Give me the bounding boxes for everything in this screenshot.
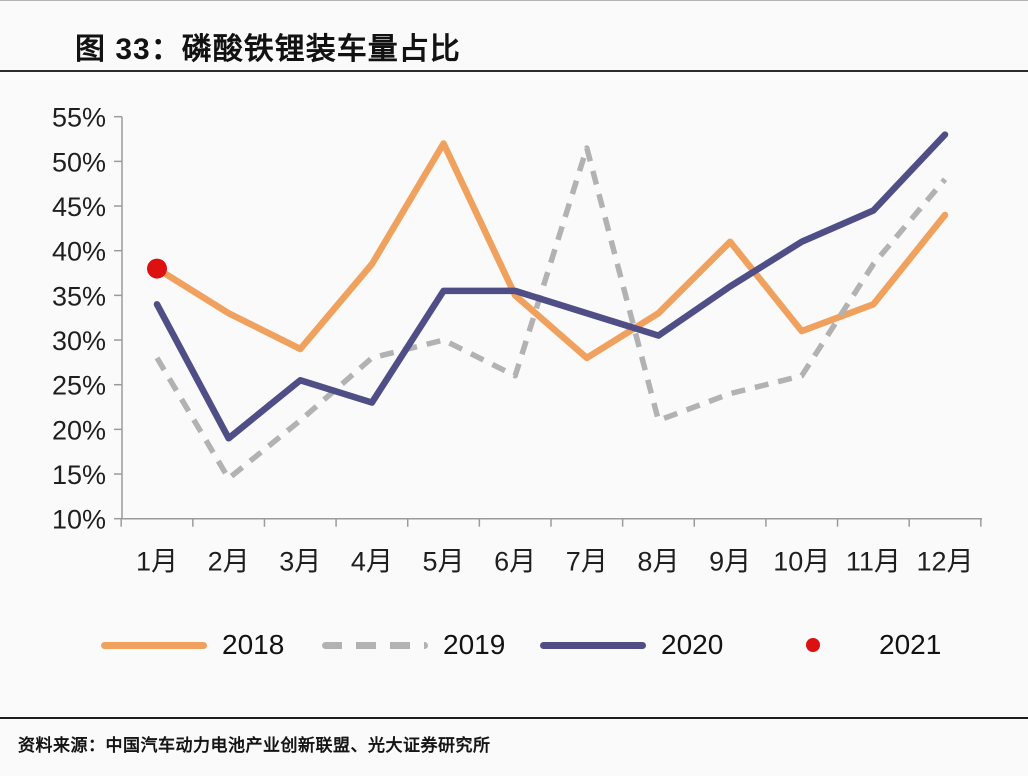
legend-label-2020: 2020 xyxy=(661,629,724,660)
legend-label-2018: 2018 xyxy=(222,629,285,660)
legend-label-2019: 2019 xyxy=(443,629,506,660)
x-axis-label: 2月 xyxy=(208,547,250,577)
bottom-rule xyxy=(0,717,1028,719)
y-axis-tick-label: 40% xyxy=(52,237,106,267)
chart-title: 图 33：磷酸铁锂装车量占比 xyxy=(75,33,461,66)
x-axis-label: 9月 xyxy=(709,547,751,577)
x-axis-label: 6月 xyxy=(494,547,536,577)
series-line-2019 xyxy=(154,145,948,482)
source-label: 资料来源： xyxy=(18,736,106,755)
y-axis-tick-label: 10% xyxy=(52,505,106,535)
legend-item-2020: 2020 xyxy=(540,626,723,664)
legend-item-2019: 2019 xyxy=(322,626,505,664)
x-axis-label: 1月 xyxy=(136,547,178,577)
top-border xyxy=(0,0,1028,1)
y-axis-tick-label: 45% xyxy=(52,192,106,222)
chart-legend: 2018 2019 2020 2021 xyxy=(0,626,1028,664)
legend-marker-2021-dot xyxy=(806,638,820,652)
y-axis-tick-label: 25% xyxy=(52,371,106,401)
x-axis-label: 12月 xyxy=(916,547,973,577)
legend-marker-2019-dashed-line xyxy=(322,641,428,649)
data-point-2021 xyxy=(147,258,167,279)
series-line-2018 xyxy=(153,140,949,362)
x-axis-label: 8月 xyxy=(637,547,679,577)
y-axis-tick-label: 15% xyxy=(52,460,106,490)
title-rule xyxy=(0,70,1028,72)
x-axis-label: 11月 xyxy=(846,547,901,577)
legend-marker-2018-line xyxy=(101,641,207,649)
x-axis-label: 4月 xyxy=(351,547,393,577)
y-axis-tick-label: 30% xyxy=(52,326,106,356)
legend-item-2021: 2021 xyxy=(806,626,941,664)
source-line: 资料来源：中国汽车动力电池产业创新联盟、光大证券研究所 xyxy=(18,731,491,756)
y-axis-tick-label: 20% xyxy=(52,415,106,445)
x-axis-label: 3月 xyxy=(279,547,321,577)
legend-label-2021: 2021 xyxy=(879,629,942,660)
x-axis-label: 5月 xyxy=(423,547,465,577)
x-axis-label: 7月 xyxy=(566,547,608,577)
y-axis-tick-label: 50% xyxy=(52,147,106,177)
legend-item-2018: 2018 xyxy=(101,626,284,664)
y-axis-tick-label: 35% xyxy=(52,281,106,311)
series-line-2020 xyxy=(153,131,949,442)
source-text: 中国汽车动力电池产业创新联盟、光大证券研究所 xyxy=(105,736,491,755)
y-axis-tick-label: 55% xyxy=(52,103,106,133)
legend-marker-2020-line xyxy=(540,641,646,649)
x-axis-label: 10月 xyxy=(773,547,830,577)
